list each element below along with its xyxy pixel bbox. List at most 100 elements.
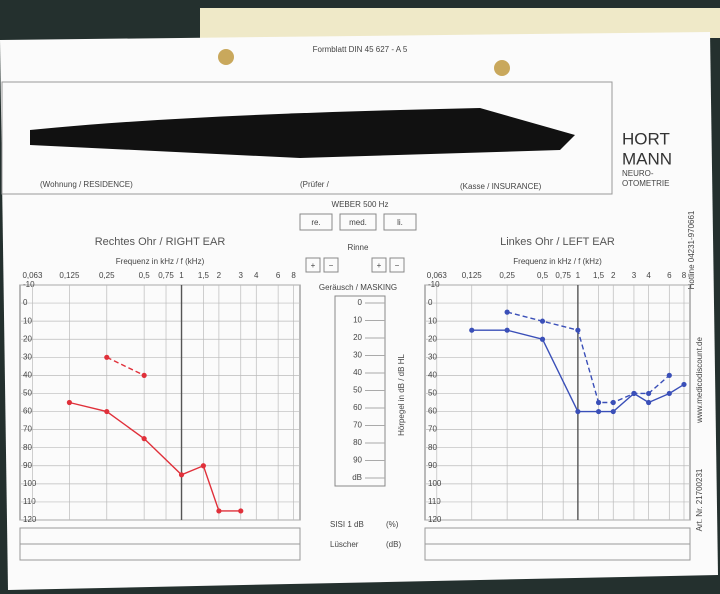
masking-scale-label: 60 <box>353 403 362 412</box>
y-tick-label: 50 <box>23 389 32 398</box>
brand: MANN <box>622 149 672 168</box>
data-point <box>610 408 616 415</box>
form-card <box>0 32 718 590</box>
data-point <box>539 318 546 324</box>
data-point <box>595 399 602 406</box>
x-tick-label: 1 <box>576 271 581 280</box>
y-tick-label: 10 <box>428 316 437 325</box>
x-tick-label: 2 <box>217 271 222 280</box>
weber-option: re. <box>311 218 320 227</box>
weber-option: med. <box>349 218 367 227</box>
y-tick-label: 110 <box>428 497 441 506</box>
data-point <box>575 327 581 333</box>
chart-title: Linkes Ohr / LEFT EAR <box>500 236 615 248</box>
data-point <box>666 372 672 378</box>
y-tick-label: 80 <box>23 443 32 452</box>
data-point <box>575 408 581 415</box>
x-tick-label: 0,75 <box>158 271 174 280</box>
series-line <box>106 356 145 377</box>
y-tick-label: 60 <box>23 407 32 416</box>
side-text: www.medicodiscount.de <box>695 337 704 424</box>
x-tick-label: 0,125 <box>462 271 483 280</box>
y-tick-label: 100 <box>23 479 37 488</box>
x-tick-label: 0,75 <box>555 271 571 280</box>
masking-scale-label: 30 <box>353 351 362 360</box>
rinne-sign: + <box>377 261 382 270</box>
data-point <box>504 309 510 315</box>
masking-scale-label: 40 <box>353 368 362 377</box>
brand-sub: OTOMETRIE <box>622 179 669 188</box>
y-tick-label: 40 <box>428 370 437 379</box>
x-tick-label: 4 <box>646 271 651 280</box>
data-point <box>595 408 602 415</box>
rinne-box <box>389 257 405 273</box>
data-point <box>666 390 672 397</box>
data-point <box>681 381 687 388</box>
form-id: Formblatt DIN 45 627 - A 5 <box>313 45 408 54</box>
x-tick-label: 1 <box>179 271 184 280</box>
brand-sub: NEURO- <box>622 169 654 178</box>
data-point <box>646 399 652 406</box>
y-tick-label: 20 <box>428 334 437 343</box>
luscher-label: Lüscher <box>330 540 359 549</box>
x-tick-label: 0,125 <box>59 271 80 280</box>
rinne-sign: − <box>329 261 334 270</box>
punch-hole <box>218 49 234 65</box>
y-tick-label: 0 <box>23 298 28 307</box>
data-point <box>238 508 244 514</box>
data-point <box>646 390 652 397</box>
masking-axis-label: Hörpegel in dB / dB HL <box>397 354 406 436</box>
rinne-sign: − <box>395 261 400 270</box>
data-point <box>104 408 110 415</box>
masking-scale-label: 20 <box>353 333 362 342</box>
x-tick-label: 0,25 <box>99 271 115 280</box>
y-tick-label: 50 <box>428 389 437 398</box>
masking-scale-label: 10 <box>353 316 362 325</box>
field-label: (Prüfer / <box>300 180 330 189</box>
x-tick-label: 0,063 <box>427 271 448 280</box>
x-tick-label: 3 <box>632 271 637 280</box>
x-tick-label: 6 <box>667 271 672 280</box>
rinne-box <box>305 257 321 273</box>
y-tick-label: 70 <box>23 425 32 434</box>
data-point <box>141 372 147 378</box>
data-point <box>200 463 206 469</box>
masking-scale-label: 50 <box>353 386 362 395</box>
y-tick-label: 80 <box>428 443 437 452</box>
weber-title: WEBER 500 Hz <box>332 200 389 209</box>
masking-scale-label: dB <box>352 473 362 482</box>
form-row <box>424 543 691 561</box>
address-box <box>1 81 613 195</box>
chart-title: Rechtes Ohr / RIGHT EAR <box>95 236 226 248</box>
weber-box <box>339 213 377 231</box>
x-tick-label: 3 <box>239 271 244 280</box>
data-point <box>631 390 637 397</box>
y-tick-label: 120 <box>23 515 37 524</box>
field-label: (Wohnung / RESIDENCE) <box>40 180 133 189</box>
y-tick-label: 30 <box>23 352 32 361</box>
y-tick-label: 20 <box>23 334 32 343</box>
weber-box <box>383 213 417 231</box>
side-text: Hotline 04231-970661 <box>687 210 696 289</box>
rinne-sign: + <box>311 261 316 270</box>
x-tick-label: 8 <box>682 271 687 280</box>
luscher-unit: (dB) <box>386 540 401 549</box>
masking-scale-label: 90 <box>353 456 362 465</box>
y-tick-label: 90 <box>428 461 437 470</box>
data-point <box>469 327 475 333</box>
x-tick-label: 2 <box>611 271 616 280</box>
x-tick-label: 0,25 <box>499 271 515 280</box>
side-text: Art. Nr. 21700231 <box>695 468 704 531</box>
form-row <box>19 543 301 561</box>
masking-scale-label: 0 <box>358 298 363 307</box>
data-point <box>539 336 546 342</box>
brand: HORT <box>622 129 670 148</box>
sisi-label: SISI 1 dB <box>330 520 364 529</box>
y-tick-label: 60 <box>428 407 437 416</box>
y-tick-label: 120 <box>428 515 442 524</box>
redaction <box>30 108 575 158</box>
rinne-box <box>371 257 387 273</box>
sisi-unit: (%) <box>386 520 399 529</box>
x-tick-label: 0,063 <box>22 271 43 280</box>
